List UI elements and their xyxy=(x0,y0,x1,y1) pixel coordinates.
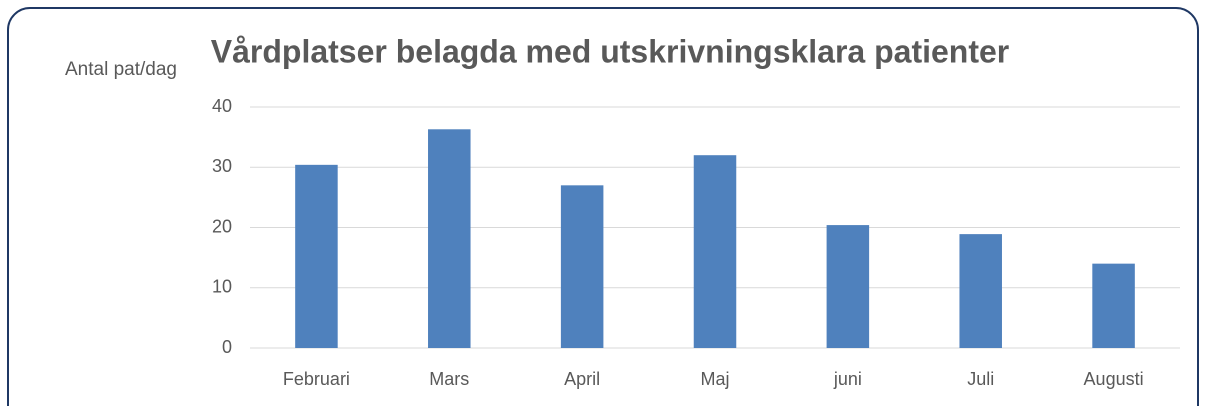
bar xyxy=(959,234,1002,348)
x-tick-label: Augusti xyxy=(1084,369,1144,389)
bar xyxy=(560,185,604,348)
bar xyxy=(295,164,338,348)
x-tick-label: April xyxy=(564,369,600,389)
y-tick-label: 10 xyxy=(212,277,232,297)
x-tick-label: Februari xyxy=(283,369,350,389)
bar xyxy=(693,155,737,348)
y-axis-label: Antal pat/dag xyxy=(65,59,177,80)
y-tick-label: 20 xyxy=(212,216,232,236)
y-tick-label: 0 xyxy=(222,337,232,357)
x-tick-label: Mars xyxy=(429,369,469,389)
x-tick-label: Juli xyxy=(967,369,994,389)
bar xyxy=(1092,263,1135,348)
x-tick-label: Maj xyxy=(700,369,729,389)
y-tick-label: 30 xyxy=(212,156,232,176)
x-tick-label: juni xyxy=(833,369,862,389)
chart-title: Vårdplatser belagda med utskrivningsklar… xyxy=(211,33,1010,69)
y-tick-label: 40 xyxy=(212,96,232,116)
bar xyxy=(428,129,471,348)
bar xyxy=(826,225,870,348)
